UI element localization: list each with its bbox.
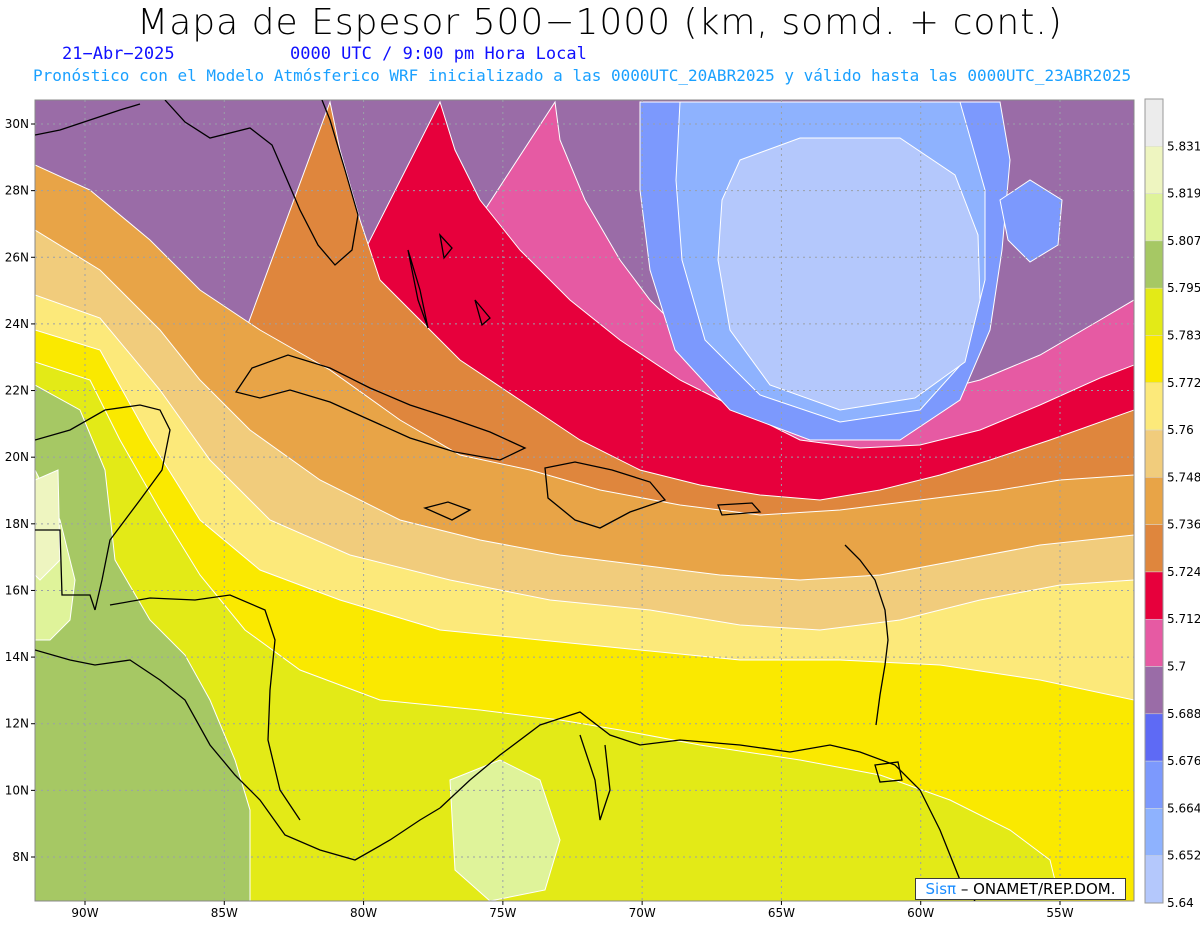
coast-maracaibo [579,734,611,821]
band-5819-patch [35,469,61,581]
coast-cuba [234,354,527,461]
coast-bahamas-3 [474,299,491,327]
coast-florida [164,100,359,266]
coast-central-america [35,649,441,861]
credit-brand: Sisπ [925,880,957,898]
legend-label: 5.64 [1167,896,1194,910]
legend-swatch [1144,808,1164,856]
band-5807 [35,469,76,901]
map-axes: 90W 85W 80W 75W 70W 65W 60W 55W 30N 28N 26N 24N 22N 2… [5,117,1074,920]
lon-label: 60W [907,906,934,920]
legend-swatch [1144,98,1164,147]
lat-label: 18N [5,517,29,531]
legend-label: 5.807 [1167,234,1200,248]
legend-swatch [1144,524,1164,573]
lon-label: 75W [489,906,516,920]
lat-label: 30N [5,117,29,131]
band-5807-patch [449,759,561,901]
lat-lon-grid [34,99,1135,902]
lat-label: 8N [12,850,29,864]
lat-label: 14N [5,650,29,664]
legend-swatch [1144,760,1164,809]
lat-label: 16N [5,583,29,597]
lon-label: 70W [629,906,656,920]
legend-label: 5.772 [1167,376,1200,390]
legend-label: 5.664 [1167,801,1200,815]
lat-label: 20N [5,450,29,464]
band-5640 [717,137,981,411]
coast-bahamas-2 [438,232,453,260]
coast-trinidad [874,761,903,783]
map-frame [34,99,1135,902]
credit-agency: – ONAMET/REP.DOM. [956,880,1116,898]
lat-label: 22N [5,384,29,398]
legend-label: 5.831 [1167,139,1200,153]
legend-swatch [1144,193,1164,242]
lat-label: 12N [5,717,29,731]
coast-gulf-north [35,103,141,136]
legend-swatch [1144,335,1164,384]
legend-label: 5.819 [1167,187,1200,201]
lat-label: 24N [5,317,29,331]
legend-label: 5.7 [1167,660,1186,674]
lon-label: 55W [1046,906,1073,920]
legend-label: 5.712 [1167,612,1200,626]
coast-bahamas-1 [407,249,429,329]
map-title: Mapa de Espesor 500−1000 (km, somd. + co… [137,2,1063,43]
lat-label: 26N [5,250,29,264]
legend-label: 5.676 [1167,754,1200,768]
legend-swatch [1144,571,1164,620]
thickness-low-center [639,101,1063,441]
band-5664-patch [999,179,1063,263]
legend-label: 5.652 [1167,849,1200,863]
coast-south-america [439,711,976,901]
legend-swatch [1144,713,1164,762]
border-guatemala [35,529,96,611]
band-5783 [35,361,1061,901]
forecast-description: Pronóstico con el Modelo Atmósferico WRF… [33,66,1132,85]
coast-lesser-antilles [844,544,889,726]
legend-swatch [1144,287,1164,336]
legend-swatch [1144,240,1164,289]
legend-swatch [1144,146,1164,194]
legend-swatch [1144,666,1164,715]
legend-swatch [1144,429,1164,478]
legend-label: 5.783 [1167,328,1200,342]
coast-hispaniola [544,461,667,529]
legend-frame [1144,98,1164,904]
legend-swatch [1144,855,1164,904]
coast-jamaica [423,501,472,521]
legend-label: 5.724 [1167,565,1200,579]
forecast-time: 0000 UTC / 9:00 pm Hora Local [290,44,587,64]
thickness-legend: 5.831 5.819 5.807 5.795 5.783 5.772 5.76 5.748 5… [1144,98,1200,910]
coastlines [35,100,976,901]
lat-label: 28N [5,184,29,198]
lon-label: 85W [211,906,238,920]
coast-puerto-rico [717,502,762,516]
legend-label: 5.736 [1167,518,1200,532]
legend-swatch [1144,382,1164,431]
coast-yucatan [35,404,171,611]
band-5795 [35,384,251,901]
coast-honduras [109,594,301,821]
legend-label: 5.795 [1167,281,1200,295]
legend-swatch [1144,477,1164,525]
legend-label: 5.688 [1167,707,1200,721]
legend-swatch [1144,618,1164,667]
lat-label: 10N [5,783,29,797]
credit-box: Sisπ – ONAMET/REP.DOM. [915,878,1126,900]
lon-label: 80W [350,906,377,920]
legend-label: 5.76 [1167,423,1194,437]
forecast-date: 21−Abr−2025 [62,44,175,64]
lon-label: 90W [71,906,98,920]
legend-label: 5.748 [1167,470,1200,484]
lon-label: 65W [768,906,795,920]
